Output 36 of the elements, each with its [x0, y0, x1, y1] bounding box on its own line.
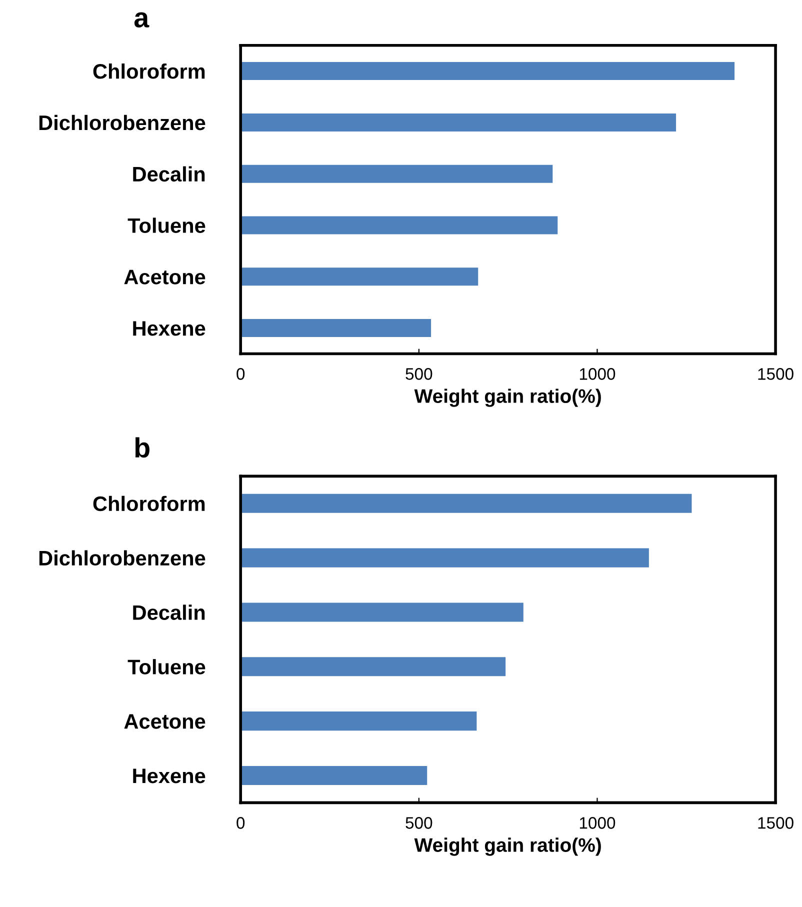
bar — [240, 602, 524, 622]
bar — [240, 319, 432, 338]
chart-title: b — [135, 437, 150, 458]
y-tick-label: Decalin — [133, 604, 205, 620]
x-tick-label: 0 — [236, 368, 245, 380]
bar — [240, 712, 477, 731]
x-tick-label: 1000 — [580, 368, 616, 380]
x-tick-label: 1000 — [580, 817, 616, 829]
bar — [240, 268, 478, 286]
y-tick-label: Hexene — [133, 768, 206, 784]
x-axis-title: Weight gain ratio(%) — [414, 388, 601, 407]
y-tick-label: Dichlorobenzene — [39, 114, 206, 130]
x-axis-title: Weight gain ratio(%) — [414, 838, 601, 856]
y-tick-label: Toluene — [128, 659, 206, 674]
y-tick-label: Decalin — [133, 166, 205, 182]
y-tick-label: Acetone — [124, 270, 206, 284]
bar — [240, 766, 428, 786]
y-tick-label: Dichlorobenzene — [39, 550, 206, 566]
y-tick-label: Chloroform — [93, 64, 205, 79]
bar — [240, 216, 558, 234]
y-tick-label: Toluene — [128, 218, 206, 233]
x-tick-label: 500 — [406, 817, 432, 829]
y-tick-label: Acetone — [124, 714, 206, 729]
x-tick-label: 1500 — [758, 817, 794, 829]
x-tick-label: 500 — [406, 368, 432, 380]
bar — [240, 164, 553, 183]
bar — [240, 548, 649, 568]
bar — [240, 62, 735, 80]
bar — [240, 657, 506, 676]
x-tick-label: 1500 — [758, 368, 794, 380]
y-tick-label: Chloroform — [93, 496, 205, 512]
chart-title: a — [134, 12, 150, 28]
y-tick-label: Hexene — [133, 321, 206, 336]
bar — [240, 494, 692, 513]
x-tick-label: 0 — [236, 817, 245, 829]
bar — [240, 113, 676, 132]
